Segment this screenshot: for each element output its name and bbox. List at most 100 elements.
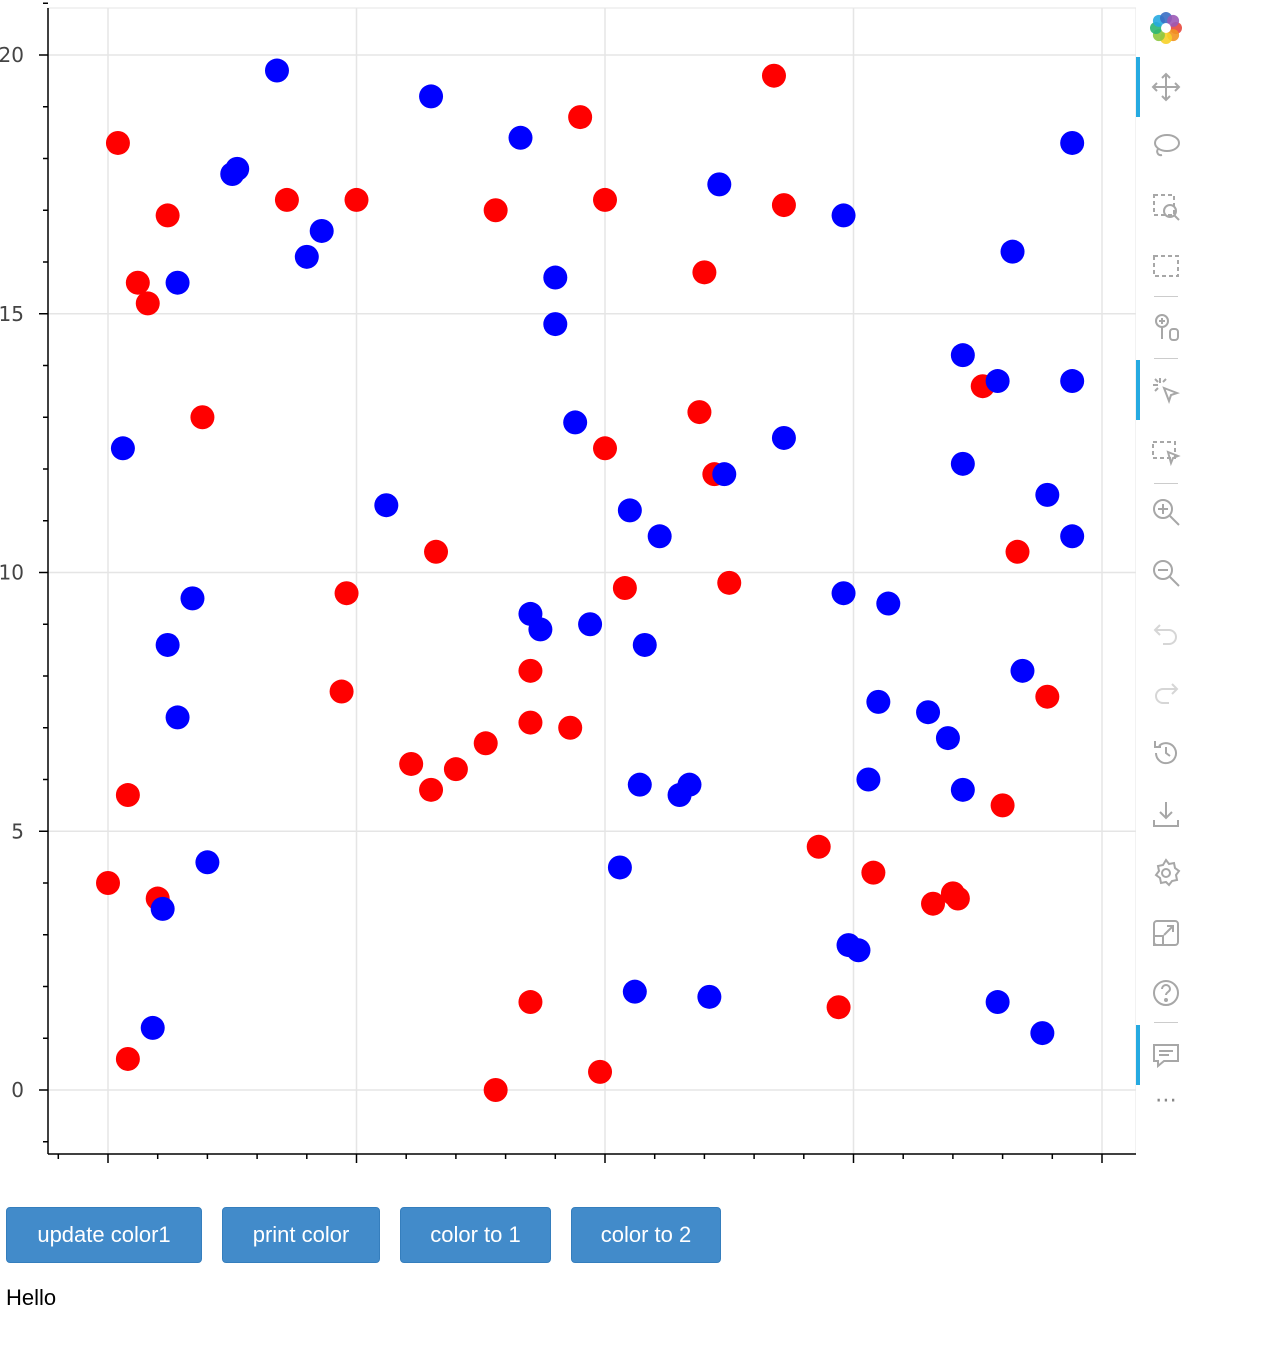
blue-point[interactable]	[419, 84, 444, 109]
red-point[interactable]	[329, 679, 354, 704]
blue-point[interactable]	[195, 850, 220, 875]
blue-point[interactable]	[1060, 524, 1085, 549]
blue-point[interactable]	[627, 772, 652, 797]
blue-point[interactable]	[528, 617, 553, 642]
blue-point[interactable]	[707, 172, 732, 197]
red-point[interactable]	[945, 886, 970, 911]
blue-point[interactable]	[543, 265, 568, 290]
red-point[interactable]	[483, 1078, 508, 1102]
red-point[interactable]	[334, 581, 359, 606]
box-zoom-icon[interactable]	[1142, 183, 1190, 231]
blue-point[interactable]	[950, 777, 975, 802]
blue-point[interactable]	[1010, 658, 1035, 683]
red-point[interactable]	[424, 539, 449, 564]
red-point[interactable]	[588, 1059, 613, 1084]
red-point[interactable]	[558, 715, 583, 740]
hover-icon[interactable]	[1136, 1025, 1190, 1085]
red-point[interactable]	[518, 990, 543, 1015]
red-point[interactable]	[443, 757, 468, 782]
blue-point[interactable]	[1035, 482, 1060, 507]
blue-point[interactable]	[1000, 239, 1025, 264]
blue-point[interactable]	[632, 632, 657, 657]
reset-icon[interactable]	[1142, 729, 1190, 777]
blue-point[interactable]	[771, 425, 796, 450]
blue-point[interactable]	[856, 767, 881, 792]
red-point[interactable]	[344, 187, 369, 212]
blue-point[interactable]	[935, 726, 960, 751]
blue-point[interactable]	[294, 244, 319, 269]
box-select-icon[interactable]	[1142, 242, 1190, 290]
blue-point[interactable]	[165, 705, 190, 730]
color-to-2-button[interactable]: color to 2	[571, 1207, 721, 1263]
box-edit-icon[interactable]	[1142, 428, 1190, 476]
red-point[interactable]	[1005, 539, 1030, 564]
color-to-1-button[interactable]: color to 1	[400, 1207, 551, 1263]
zoom-out-icon[interactable]	[1142, 549, 1190, 597]
red-point[interactable]	[593, 187, 617, 212]
fullscreen-icon[interactable]	[1142, 909, 1190, 957]
red-point[interactable]	[861, 860, 886, 885]
redo-icon[interactable]	[1142, 668, 1190, 716]
update-color1-button[interactable]: update color1	[6, 1207, 202, 1263]
lasso-select-icon[interactable]	[1142, 122, 1190, 170]
blue-point[interactable]	[578, 612, 603, 637]
blue-point[interactable]	[617, 498, 642, 523]
blue-point[interactable]	[1030, 1021, 1055, 1046]
print-color-button[interactable]: print color	[222, 1207, 380, 1263]
undo-icon[interactable]	[1142, 609, 1190, 657]
red-point[interactable]	[96, 871, 120, 895]
blue-point[interactable]	[712, 462, 737, 487]
blue-point[interactable]	[563, 410, 588, 435]
help-icon[interactable]	[1142, 969, 1190, 1017]
blue-point[interactable]	[180, 586, 205, 611]
wheel-zoom-icon[interactable]	[1142, 303, 1190, 351]
red-point[interactable]	[419, 777, 444, 802]
save-icon[interactable]	[1142, 790, 1190, 838]
red-point[interactable]	[190, 405, 215, 430]
red-point[interactable]	[115, 1046, 140, 1071]
blue-point[interactable]	[866, 689, 891, 714]
blue-point[interactable]	[140, 1015, 165, 1040]
blue-point[interactable]	[225, 156, 250, 181]
settings-icon[interactable]	[1142, 849, 1190, 897]
red-point[interactable]	[1035, 684, 1060, 709]
blue-point[interactable]	[985, 990, 1010, 1015]
red-point[interactable]	[274, 187, 299, 212]
blue-point[interactable]	[607, 855, 632, 880]
blue-point[interactable]	[374, 493, 399, 518]
red-point[interactable]	[568, 105, 593, 130]
blue-point[interactable]	[110, 436, 135, 461]
red-point[interactable]	[518, 710, 543, 735]
red-point[interactable]	[399, 751, 424, 776]
blue-point[interactable]	[165, 270, 190, 295]
tap-icon[interactable]	[1136, 360, 1190, 420]
red-point[interactable]	[921, 891, 946, 916]
blue-point[interactable]	[950, 451, 975, 476]
red-point[interactable]	[990, 793, 1015, 818]
red-point[interactable]	[717, 570, 742, 595]
blue-point[interactable]	[950, 343, 975, 368]
bokeh-logo-icon[interactable]	[1142, 4, 1190, 52]
red-point[interactable]	[518, 658, 543, 683]
blue-point[interactable]	[985, 369, 1010, 394]
blue-point[interactable]	[264, 58, 289, 83]
red-point[interactable]	[687, 400, 712, 425]
red-point[interactable]	[125, 270, 150, 295]
red-point[interactable]	[692, 260, 717, 285]
red-point[interactable]	[155, 203, 180, 228]
blue-point[interactable]	[831, 581, 856, 606]
blue-point[interactable]	[831, 203, 856, 228]
blue-point[interactable]	[155, 632, 180, 657]
red-point[interactable]	[105, 130, 130, 155]
red-point[interactable]	[593, 436, 617, 461]
blue-point[interactable]	[876, 591, 901, 616]
blue-point[interactable]	[677, 772, 702, 797]
blue-point[interactable]	[622, 979, 647, 1004]
red-point[interactable]	[771, 193, 796, 218]
red-point[interactable]	[826, 995, 851, 1020]
blue-point[interactable]	[846, 938, 871, 963]
blue-point[interactable]	[150, 896, 175, 921]
pan-icon[interactable]	[1136, 57, 1190, 117]
red-point[interactable]	[115, 783, 140, 808]
red-point[interactable]	[612, 576, 637, 601]
